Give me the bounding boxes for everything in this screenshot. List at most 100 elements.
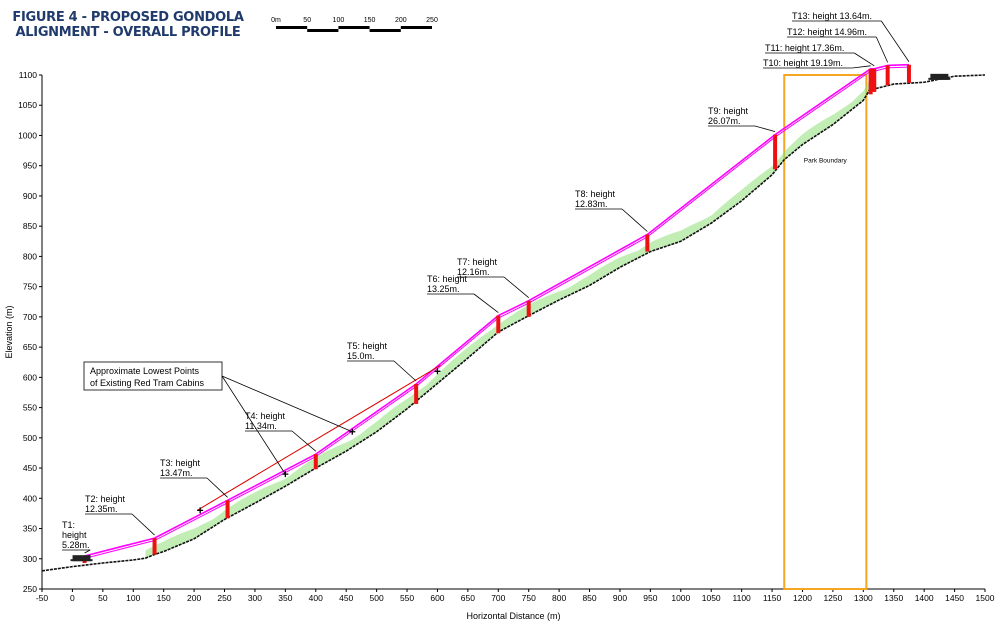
tram-reference-line <box>196 364 441 511</box>
tower-t7 <box>526 300 531 317</box>
tram-lowest-point-marker <box>197 507 204 514</box>
tower-label-t10: T10: height 19.19m. <box>763 58 843 68</box>
x-tick-label: 150 <box>157 593 171 603</box>
top-station-icon <box>930 73 949 80</box>
tower-label-t7: 12.16m. <box>457 267 490 277</box>
tower-label-t4: T4: height <box>245 411 286 421</box>
leader-line <box>206 477 228 498</box>
tower-label-t9: 26.07m. <box>708 116 741 126</box>
leader-line <box>875 36 889 63</box>
tower-t4 <box>313 454 318 470</box>
annotations: Approximate Lowest Points of Existing Red… <box>83 361 353 475</box>
x-tick-label: 1000 <box>671 593 690 603</box>
ground-line <box>41 74 986 572</box>
scale-bar-label: 150 <box>364 17 376 24</box>
x-tick-label: 1350 <box>884 593 903 603</box>
tower-label-t6: T6: height <box>427 274 468 284</box>
chart-axes: -50 0 50 100 150 200 250 300 350 400 450 500 550 600 6… <box>4 70 995 621</box>
tower-label-t8: T8: height <box>575 189 616 199</box>
y-tick-label: 250 <box>23 584 37 594</box>
tower-label-t5: T5: height <box>347 341 388 351</box>
tower-label-t13: T13: height 13.64m. <box>792 11 872 21</box>
leader-line <box>393 360 417 382</box>
leader-line <box>880 20 910 62</box>
x-tick-label: 700 <box>491 593 505 603</box>
tower-t3 <box>225 500 230 519</box>
x-tick-label: 0 <box>70 593 75 603</box>
tower-t8 <box>645 234 650 252</box>
tram-note-line2: of Existing Red Tram Cabins <box>90 378 205 388</box>
scale-bar-segment <box>276 26 308 29</box>
top-station-icon-base <box>928 77 951 80</box>
y-tick-label: 1100 <box>19 70 38 80</box>
x-tick-label: 1250 <box>823 593 842 603</box>
leader-line <box>621 208 648 232</box>
x-tick-label: 250 <box>217 593 231 603</box>
tower-t13 <box>906 64 911 83</box>
tower-t10 <box>868 68 873 95</box>
tower-t11 <box>872 68 877 92</box>
x-tick-label: 350 <box>278 593 292 603</box>
leader-line <box>854 52 875 67</box>
y-axis-title: Elevation (m) <box>4 305 14 358</box>
x-tick-label: 600 <box>430 593 444 603</box>
y-tick-label: 800 <box>23 251 37 261</box>
x-tick-label: 750 <box>522 593 536 603</box>
leader-line <box>131 513 155 536</box>
scale-bar-label: 100 <box>333 17 345 24</box>
park-boundary-rect <box>783 74 868 590</box>
tower-t5 <box>414 384 419 404</box>
tower-label-t11: T11: height 17.36m. <box>765 43 844 53</box>
x-tick-label: 900 <box>613 593 627 603</box>
y-tick-label: 400 <box>23 493 37 503</box>
x-tick-label: 1150 <box>763 593 782 603</box>
tower-label-t9: T9: height <box>708 106 749 116</box>
y-tick-label: 700 <box>23 312 37 322</box>
x-tick-label: 950 <box>643 593 657 603</box>
x-tick-label: 1100 <box>733 593 752 603</box>
x-tick-label: 1450 <box>945 593 964 603</box>
leader-line <box>84 549 91 554</box>
vegetation-area <box>145 78 876 559</box>
figure-title-line1: FIGURE 4 - PROPOSED GONDOLA <box>12 10 244 25</box>
scale-bar-label: 250 <box>426 17 438 24</box>
tower-label-t1: 5.28m. <box>62 540 90 550</box>
tram-lowest-point-marker <box>434 368 441 375</box>
scale-bar: 0m 50 100 150 200 250 <box>271 17 438 32</box>
y-tick-label: 500 <box>23 433 37 443</box>
leader-line <box>503 276 529 299</box>
x-tick-label: 550 <box>400 593 414 603</box>
y-tick-label: 550 <box>23 403 37 413</box>
x-tick-label: 1400 <box>915 593 934 603</box>
park-boundary-label: Park Boundary <box>804 158 848 165</box>
tower-label-t12: T12: height 14.96m. <box>787 27 867 37</box>
bottom-station-icon-base <box>70 559 93 562</box>
y-tick-label: 450 <box>23 463 37 473</box>
x-tick-label: 650 <box>461 593 475 603</box>
y-tick-label: 350 <box>23 524 37 534</box>
x-tick-label: 1050 <box>702 593 721 603</box>
tower-label-t2: 12.35m. <box>85 504 118 514</box>
x-tick-label: 1500 <box>976 593 995 603</box>
tower-label-t2: T2: height <box>85 494 126 504</box>
figure-title: FIGURE 4 - PROPOSED GONDOLA ALIGNMENT - … <box>8 10 248 40</box>
tower-label-t7: T7: height <box>457 257 498 267</box>
x-axis-title: Horizontal Distance (m) <box>466 611 560 621</box>
vegetation-band <box>145 78 876 559</box>
y-tick-label: 950 <box>23 161 37 171</box>
y-tick-label: 850 <box>23 221 37 231</box>
scale-bar-segment <box>369 29 401 32</box>
tower-label-t1: height <box>62 530 87 540</box>
tram-note-leader <box>221 375 286 475</box>
x-tick-label: 800 <box>552 593 566 603</box>
scale-bar-label: 0m <box>271 17 281 24</box>
bottom-station-icon <box>72 555 91 562</box>
towers <box>70 64 951 563</box>
cable-line-lower <box>84 66 909 559</box>
leader-line <box>473 293 499 313</box>
y-tick-label: 1050 <box>18 100 37 110</box>
x-tick-label: 300 <box>248 593 262 603</box>
tower-t6 <box>496 315 501 334</box>
x-tick-label: -50 <box>36 593 49 603</box>
tram-markers <box>196 364 441 514</box>
